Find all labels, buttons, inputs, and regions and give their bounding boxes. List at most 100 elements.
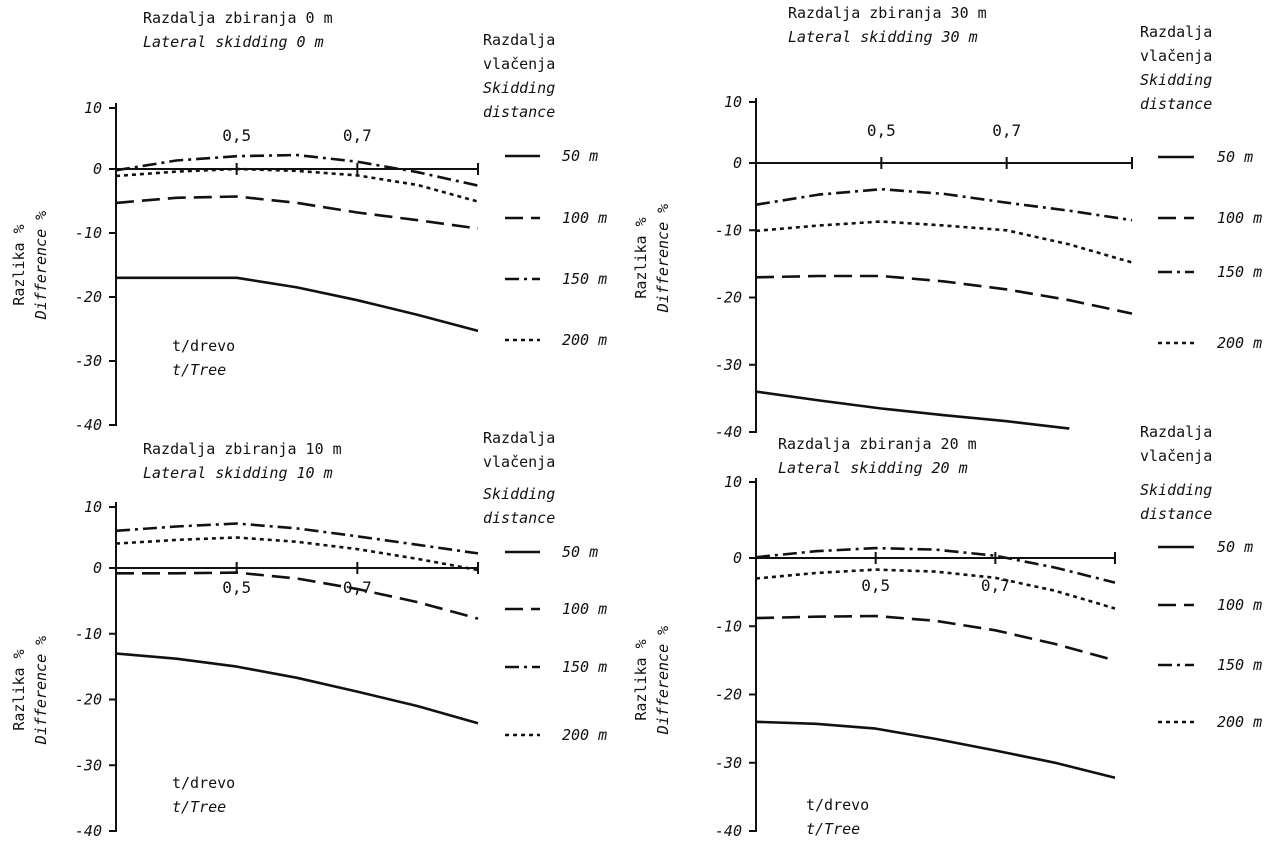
legend-label: 100 m: [1217, 209, 1262, 227]
y-tick-label: -30: [715, 356, 742, 374]
x-tick-label: 0,7: [343, 126, 372, 145]
legend-title-line: vlačenja: [483, 453, 555, 471]
legend-title-line: Skidding: [483, 79, 555, 97]
legend-label: 100 m: [562, 600, 607, 618]
series-line-150m: [115, 522, 479, 555]
series-line-200m: [755, 220, 1133, 264]
chart-subtitle: Lateral skidding 30 m: [788, 28, 978, 46]
y-tick-label: -30: [715, 754, 742, 772]
series-line-50m: [755, 390, 1070, 430]
legend-title-line: Razdalja: [483, 31, 555, 49]
y-tick-label: 10: [724, 93, 742, 111]
y-axis-label-en: Difference %: [654, 204, 672, 313]
y-axis-label-en: Difference %: [32, 636, 50, 745]
y-axis-label: Razlika %: [10, 649, 28, 730]
series-line-50m: [116, 276, 479, 333]
chart-title: Razdalja zbiranja 10 m: [143, 440, 342, 458]
y-tick-label: -10: [715, 617, 742, 635]
series-line-50m: [115, 652, 479, 725]
series-line-100m: [116, 571, 479, 620]
y-tick-label: -10: [75, 224, 102, 242]
series-line-100m: [755, 614, 1116, 662]
x-axis-label-en: t/Tree: [172, 361, 226, 379]
series-line-200m: [755, 568, 1116, 610]
legend-title-line: vlačenja: [1140, 47, 1212, 65]
legend-label: 200 m: [562, 726, 607, 744]
legend-label: 50 m: [1217, 148, 1253, 166]
series-line-200m: [115, 536, 479, 572]
y-tick-label: -20: [75, 691, 102, 709]
y-tick-label: -40: [715, 822, 742, 840]
y-tick-label: -20: [75, 288, 102, 306]
x-tick-label: 0,5: [222, 578, 251, 597]
legend-label: 150 m: [562, 658, 607, 676]
y-tick-label: -10: [715, 221, 742, 239]
y-tick-label: -40: [715, 423, 742, 441]
legend-label: 150 m: [1217, 263, 1262, 281]
y-tick-label: 10: [84, 498, 102, 516]
x-axis-label-en: t/Tree: [806, 820, 860, 838]
y-tick-label: 0: [93, 559, 102, 577]
legend-title-line: Skidding: [1140, 71, 1212, 89]
y-tick-label: -20: [715, 686, 742, 704]
y-tick-label: -20: [715, 289, 742, 307]
series-line-100m: [755, 274, 1133, 315]
legend-label: 150 m: [1217, 656, 1262, 674]
legend-label: 100 m: [562, 209, 607, 227]
y-axis-label: Razlika %: [10, 224, 28, 305]
y-axis-label: Razlika %: [632, 639, 650, 720]
x-axis-label: t/drevo: [172, 337, 235, 355]
legend-title-line: Razdalja: [1140, 23, 1212, 41]
legend-label: 150 m: [562, 270, 607, 288]
legend-label: 200 m: [1217, 334, 1262, 352]
legend-label: 200 m: [1217, 713, 1262, 731]
x-tick-label: 0,7: [343, 578, 372, 597]
chart-subtitle: Lateral skidding 10 m: [143, 464, 333, 482]
x-axis-label: t/drevo: [806, 796, 869, 814]
legend-label: 50 m: [562, 543, 598, 561]
legend-title-line: vlačenja: [483, 55, 555, 73]
series-line-150m: [115, 153, 479, 187]
y-tick-label: 10: [724, 473, 742, 491]
y-tick-label: -40: [75, 822, 102, 840]
y-axis-label-en: Difference %: [32, 211, 50, 320]
legend-title-line: distance: [483, 103, 555, 121]
legend-label: 50 m: [1217, 538, 1253, 556]
series-line-100m: [115, 195, 479, 230]
y-tick-label: 0: [93, 160, 102, 178]
x-tick-label: 0,5: [861, 576, 890, 595]
chart-title: Razdalja zbiranja 20 m: [778, 435, 977, 453]
legend-title-line: distance: [1140, 95, 1212, 113]
legend-label: 200 m: [562, 331, 607, 349]
x-tick-label: 0,5: [867, 121, 896, 140]
chart-title: Razdalja zbiranja 30 m: [788, 4, 987, 22]
chart-title: Razdalja zbiranja 0 m: [143, 9, 333, 27]
legend-title-line: distance: [1140, 505, 1212, 523]
y-tick-label: -30: [75, 352, 102, 370]
chart-subtitle: Lateral skidding 20 m: [778, 459, 968, 477]
series-line-150m: [755, 187, 1133, 222]
y-axis-label-en: Difference %: [654, 626, 672, 735]
legend-title-line: distance: [483, 509, 555, 527]
legend-title-line: Skidding: [483, 485, 555, 503]
y-tick-label: 0: [733, 154, 742, 172]
x-axis-label-en: t/Tree: [172, 798, 226, 816]
y-tick-label: 0: [733, 549, 742, 567]
y-tick-label: -40: [75, 416, 102, 434]
y-axis-label: Razlika %: [632, 217, 650, 298]
y-tick-label: -30: [75, 756, 102, 774]
chart-subtitle: Lateral skidding 0 m: [143, 33, 324, 51]
x-axis-label: t/drevo: [172, 774, 235, 792]
y-tick-label: 10: [84, 99, 102, 117]
legend-label: 100 m: [1217, 596, 1262, 614]
y-tick-label: -10: [75, 625, 102, 643]
legend-title-line: Skidding: [1140, 481, 1212, 499]
series-line-50m: [755, 720, 1116, 780]
x-tick-label: 0,5: [222, 126, 251, 145]
legend-title-line: Razdalja: [483, 429, 555, 447]
x-tick-label: 0,7: [981, 576, 1010, 595]
x-tick-label: 0,7: [992, 121, 1021, 140]
legend-title-line: vlačenja: [1140, 447, 1212, 465]
series-line-150m: [755, 546, 1116, 584]
